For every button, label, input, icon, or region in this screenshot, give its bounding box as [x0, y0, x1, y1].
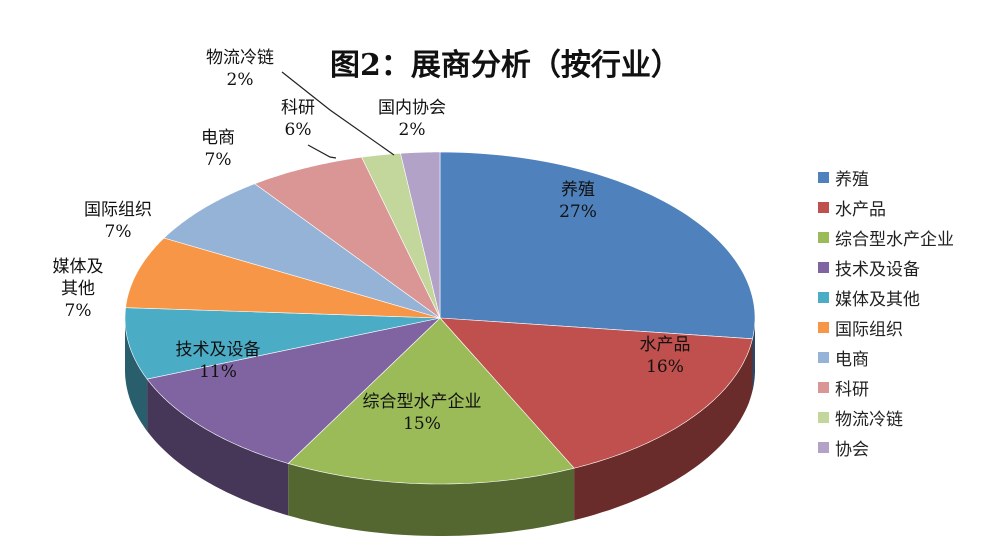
pie-slice-电商 — [163, 183, 441, 319]
pie-side-媒体及其他 — [125, 318, 148, 432]
legend-label: 科研 — [835, 379, 869, 400]
pie-slice-技术及设备 — [146, 317, 441, 464]
legend-swatch — [818, 351, 829, 363]
legend-item-技术及设备: 技术及设备 — [818, 252, 954, 282]
pie-side-综合型水产企业 — [288, 463, 575, 536]
legend-swatch — [818, 231, 829, 243]
pie-slice-养殖 — [439, 151, 756, 340]
legend-label: 国际组织 — [835, 319, 903, 340]
legend-item-养殖: 养殖 — [818, 162, 954, 192]
legend-item-物流冷链: 物流冷链 — [818, 402, 954, 432]
legend-item-电商: 电商 — [818, 342, 954, 372]
data-label-水产品: 水产品 16% — [640, 335, 691, 377]
legend-swatch — [818, 261, 829, 273]
data-label-媒体及其他: 媒体及其他 7% — [53, 257, 104, 321]
pie-slice-协会 — [400, 151, 441, 319]
pie-slice-水产品 — [439, 317, 753, 469]
pie-slice-媒体及其他 — [124, 307, 441, 380]
legend-swatch — [818, 441, 829, 453]
data-label-物流冷链: 物流冷链 2% — [206, 48, 274, 90]
legend-label: 协会 — [835, 439, 869, 460]
legend-swatch — [818, 291, 829, 303]
legend-swatch — [818, 381, 829, 393]
legend-swatch — [818, 171, 829, 183]
legend-label: 水产品 — [835, 199, 886, 220]
data-label-综合型水产企业: 综合型水产企业 15% — [363, 392, 482, 434]
pie-slice-科研 — [254, 156, 441, 319]
legend-swatch — [818, 411, 829, 423]
legend-label: 养殖 — [835, 169, 869, 190]
legend-item-国际组织: 国际组织 — [818, 312, 954, 342]
legend-item-水产品: 水产品 — [818, 192, 954, 222]
legend-item-综合型水产企业: 综合型水产企业 — [818, 222, 954, 252]
data-label-技术及设备: 技术及设备 11% — [176, 340, 261, 382]
pie-side-水产品 — [574, 338, 753, 521]
legend: 养殖水产品综合型水产企业 技术及设备媒体及其他国际组织电商科研物流冷链协会 — [818, 162, 954, 462]
data-label-科研: 科研 6% — [281, 98, 315, 140]
legend-label: 综合型水产企业 — [835, 229, 954, 250]
data-label-电商: 电商 7% — [201, 128, 235, 170]
legend-item-科研: 科研 — [818, 372, 954, 402]
pie-slice-物流冷链 — [361, 152, 441, 319]
leader-line-物流冷链 — [281, 71, 395, 156]
legend-swatch — [818, 201, 829, 213]
legend-item-协会: 协会 — [818, 432, 954, 462]
pie-slice-国际组织 — [125, 237, 441, 319]
legend-label: 媒体及其他 — [835, 289, 920, 310]
pie-side-技术及设备 — [147, 379, 289, 516]
data-label-国际组织: 国际组织 7% — [84, 200, 152, 242]
legend-item-媒体及其他: 媒体及其他 — [818, 282, 954, 312]
chart-title: 图2：展商分析（按行业） — [330, 48, 681, 83]
pie-slice-综合型水产企业 — [287, 317, 575, 485]
legend-label: 技术及设备 — [835, 259, 920, 280]
legend-label: 物流冷链 — [835, 409, 903, 430]
data-label-协会: 国内协会 2% — [378, 98, 446, 140]
leader-line-科研 — [307, 144, 337, 159]
legend-label: 电商 — [835, 349, 869, 370]
data-label-养殖: 养殖 27% — [559, 180, 597, 222]
legend-swatch — [818, 321, 829, 333]
